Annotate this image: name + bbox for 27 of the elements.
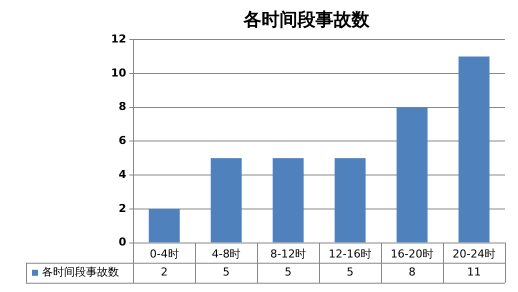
x-tick-label: 4-8时 — [212, 247, 241, 260]
bar — [334, 158, 366, 242]
x-tick-label: 0-4时 — [150, 247, 179, 260]
x-tick-label: 12-16时 — [328, 247, 372, 260]
x-tick-label: 16-20时 — [390, 247, 434, 260]
x-tick-label: 8-12时 — [270, 247, 306, 260]
data-label: 5 — [284, 266, 292, 279]
data-label: 5 — [346, 266, 354, 279]
x-tick-label: 20-24时 — [452, 247, 496, 260]
data-label: 2 — [160, 266, 168, 279]
data-label: 11 — [467, 266, 482, 279]
data-label: 8 — [408, 266, 416, 279]
bar — [272, 158, 304, 242]
y-tick-label: 6 — [118, 134, 127, 148]
y-tick-label: 4 — [118, 168, 127, 181]
y-tick-label: 10 — [110, 66, 127, 80]
y-tick-label: 0 — [118, 236, 127, 249]
bar — [148, 208, 180, 242]
chart-title: 各时间段事故数 — [242, 9, 370, 30]
data-label: 5 — [222, 266, 230, 279]
y-tick-label: 12 — [110, 32, 126, 46]
legend-label: 各时间段事故数 — [42, 266, 119, 279]
y-tick-label: 8 — [118, 100, 126, 114]
y-tick-label: 2 — [118, 202, 126, 215]
bar — [210, 158, 242, 242]
bar — [458, 56, 490, 242]
bar — [396, 107, 428, 242]
